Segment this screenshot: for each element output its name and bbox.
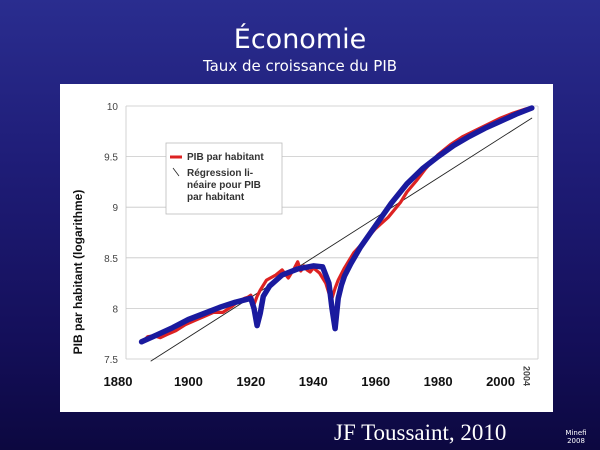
y-tick-label-2: 8.5 bbox=[104, 254, 118, 265]
gdp-line-chart: 7.5 8 8.5 9 9.5 10 1880 1900 1920 1940 1960 1980 20… bbox=[71, 102, 539, 389]
legend-label-regression-3: par habitant bbox=[187, 192, 245, 203]
source-stamp: Minefi 2008 bbox=[560, 429, 592, 445]
y-tick-label-1: 8 bbox=[112, 304, 118, 315]
y-axis-label: PIB par habitant (logarithme) bbox=[71, 190, 85, 355]
series-line-1 bbox=[138, 105, 535, 345]
chart-panel: 7.5 8 8.5 9 9.5 10 1880 1900 1920 1940 1960 1980 20… bbox=[60, 84, 553, 412]
stamp-line-2: 2008 bbox=[567, 437, 585, 445]
y-tick-label-5: 10 bbox=[107, 102, 119, 113]
legend-label-observed: PIB par habitant bbox=[187, 152, 264, 163]
stamp-line-1: Minefi bbox=[565, 429, 587, 437]
x-tick-label-0: 1880 bbox=[104, 374, 133, 389]
x-tick-label-rotated-0: 2004 bbox=[521, 366, 531, 386]
y-tick-label-4: 9.5 bbox=[104, 153, 118, 164]
author-credit: JF Toussaint, 2010 bbox=[334, 420, 507, 445]
legend-label-regression-1: Régression li- bbox=[187, 168, 253, 179]
slide-title: Économie bbox=[233, 24, 367, 55]
series-layer bbox=[138, 105, 535, 362]
legend-label-regression-2: néaire pour PIB bbox=[187, 180, 261, 191]
legend-swatch-regression bbox=[172, 167, 180, 177]
x-tick-label-2: 1920 bbox=[236, 374, 265, 389]
legend-box bbox=[165, 142, 283, 215]
y-tick-label-3: 9 bbox=[112, 203, 118, 214]
x-tick-label-3: 1940 bbox=[299, 374, 328, 389]
x-tick-label-1: 1900 bbox=[174, 374, 203, 389]
x-tick-label-6: 2000 bbox=[486, 374, 515, 389]
x-tick-labels: 1880 1900 1920 1940 1960 1980 2000 2004 bbox=[104, 366, 532, 389]
x-tick-label-4: 1960 bbox=[361, 374, 390, 389]
series-line-2 bbox=[150, 117, 533, 362]
chart-legend: PIB par habitant Régression li- néaire p… bbox=[165, 142, 283, 215]
slide-subtitle: Taux de croissance du PIB bbox=[202, 57, 398, 75]
y-tick-label-0: 7.5 bbox=[104, 355, 118, 366]
y-tick-labels: 7.5 8 8.5 9 9.5 10 bbox=[104, 102, 118, 366]
x-tick-label-5: 1980 bbox=[424, 374, 453, 389]
